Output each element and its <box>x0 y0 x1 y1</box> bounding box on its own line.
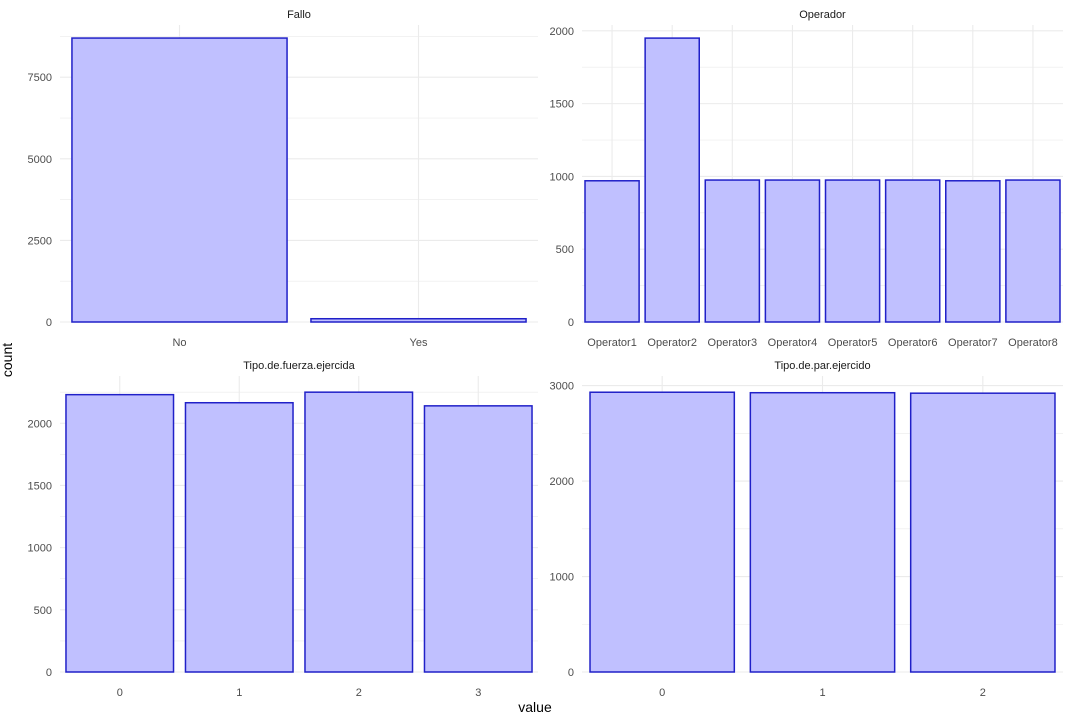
y-tick-label: 2000 <box>550 476 574 488</box>
bar-2 <box>909 392 1056 673</box>
x-tick-label: 3 <box>475 687 481 699</box>
x-tick-label: Operator8 <box>1008 337 1058 349</box>
y-tick-label: 2000 <box>550 26 574 38</box>
bar-operator3 <box>704 179 761 323</box>
panel-title: Operador <box>799 9 846 21</box>
y-tick-label: 500 <box>34 605 52 617</box>
x-tick-label: Operator7 <box>948 337 998 349</box>
x-tick-label: 2 <box>980 687 986 699</box>
x-tick-label: Yes <box>410 337 428 349</box>
y-axis-label: count <box>0 342 16 378</box>
y-tick-label: 1000 <box>28 543 52 555</box>
bar-operator7 <box>945 180 1001 323</box>
y-tick-label: 7500 <box>28 72 52 84</box>
bar-operator2 <box>644 37 700 323</box>
x-axis-label: value <box>518 699 552 715</box>
x-tick-label: 0 <box>659 687 665 699</box>
y-tick-label: 0 <box>568 667 574 679</box>
bar-1 <box>749 391 896 673</box>
x-tick-label: Operator5 <box>828 337 878 349</box>
x-tick-label: 2 <box>356 687 362 699</box>
panel-title: Fallo <box>287 9 311 21</box>
x-tick-label: Operator1 <box>587 337 637 349</box>
bar-1 <box>184 401 294 673</box>
y-tick-label: 5000 <box>28 154 52 166</box>
y-tick-label: 500 <box>556 244 574 256</box>
y-tick-label: 1000 <box>550 572 574 584</box>
bar-3 <box>423 405 533 673</box>
bar-0 <box>589 391 736 673</box>
y-tick-label: 2000 <box>28 418 52 430</box>
x-tick-label: Operator2 <box>647 337 697 349</box>
x-tick-label: 1 <box>819 687 825 699</box>
bar-operator1 <box>584 180 640 323</box>
y-tick-label: 1500 <box>28 480 52 492</box>
x-tick-label: Operator3 <box>708 337 758 349</box>
y-tick-label: 0 <box>568 317 574 329</box>
x-tick-label: 0 <box>117 687 123 699</box>
y-tick-label: 0 <box>46 667 52 679</box>
y-tick-label: 0 <box>46 317 52 329</box>
bar-operator5 <box>824 179 881 323</box>
x-tick-label: Operator4 <box>768 337 818 349</box>
panel-title: Tipo.de.fuerza.ejercida <box>243 360 355 372</box>
y-tick-label: 1000 <box>550 171 574 183</box>
bar-operator8 <box>1005 179 1061 323</box>
x-tick-label: Operator6 <box>888 337 938 349</box>
bar-2 <box>304 391 414 673</box>
bar-no <box>71 37 288 323</box>
bar-operator6 <box>884 179 941 323</box>
bar-operator4 <box>764 179 821 323</box>
y-tick-label: 2500 <box>28 235 52 247</box>
panel-title: Tipo.de.par.ejercido <box>774 360 870 372</box>
bar-0 <box>65 393 175 673</box>
y-tick-label: 1500 <box>550 99 574 111</box>
y-tick-label: 3000 <box>550 381 574 393</box>
bar-yes <box>310 317 527 323</box>
x-tick-label: 1 <box>236 687 242 699</box>
x-tick-label: No <box>172 337 186 349</box>
